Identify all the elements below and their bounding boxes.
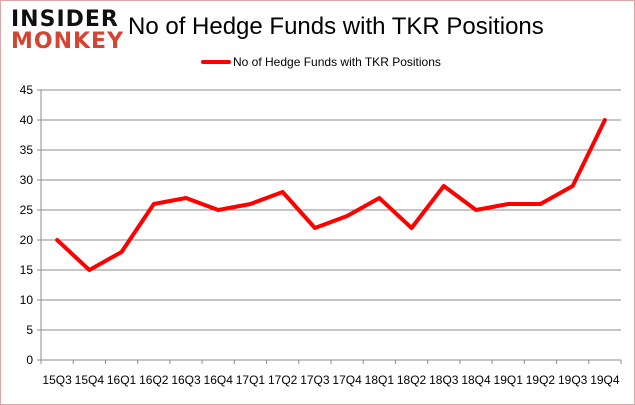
y-tick-label: 10	[20, 293, 34, 307]
y-tick-label: 0	[26, 353, 33, 367]
x-tick-label: 19Q2	[526, 373, 556, 387]
x-tick-label: 17Q1	[236, 373, 266, 387]
legend: No of Hedge Funds with TKR Positions	[201, 55, 441, 69]
x-tick-label: 19Q4	[590, 373, 620, 387]
x-tick-label: 18Q1	[365, 373, 395, 387]
x-tick-label: 17Q3	[300, 373, 330, 387]
y-tick-label: 25	[20, 203, 34, 217]
series-line	[55, 118, 607, 272]
y-tick-label: 5	[26, 323, 33, 337]
y-tick-label: 40	[20, 113, 34, 127]
logo-line2: MONKEY	[11, 29, 125, 54]
x-tick-label: 15Q4	[75, 373, 105, 387]
y-tick-label: 15	[20, 263, 34, 277]
logo-line1: INSIDER	[11, 7, 119, 32]
legend-swatch	[201, 60, 231, 64]
x-tick-label: 19Q1	[494, 373, 524, 387]
insider-monkey-logo: INSIDER MONKEY	[11, 7, 125, 54]
chart-title: No of Hedge Funds with TKR Positions	[128, 13, 544, 40]
x-tick-label: 16Q2	[139, 373, 169, 387]
y-tick-label: 20	[20, 233, 34, 247]
legend-label: No of Hedge Funds with TKR Positions	[233, 55, 441, 69]
x-tick-label: 16Q3	[171, 373, 201, 387]
x-tick-label: 17Q2	[268, 373, 298, 387]
x-tick-label: 16Q1	[107, 373, 137, 387]
x-tick-label: 17Q4	[332, 373, 362, 387]
x-tick-label: 15Q3	[42, 373, 72, 387]
x-tick-label: 18Q4	[461, 373, 491, 387]
x-tick-label: 18Q3	[429, 373, 459, 387]
y-tick-label: 35	[20, 143, 34, 157]
x-tick-label: 18Q2	[397, 373, 427, 387]
x-tick-label: 16Q4	[204, 373, 234, 387]
x-tick-label: 19Q3	[558, 373, 588, 387]
y-tick-label: 30	[20, 173, 34, 187]
y-tick-label: 45	[20, 83, 34, 97]
